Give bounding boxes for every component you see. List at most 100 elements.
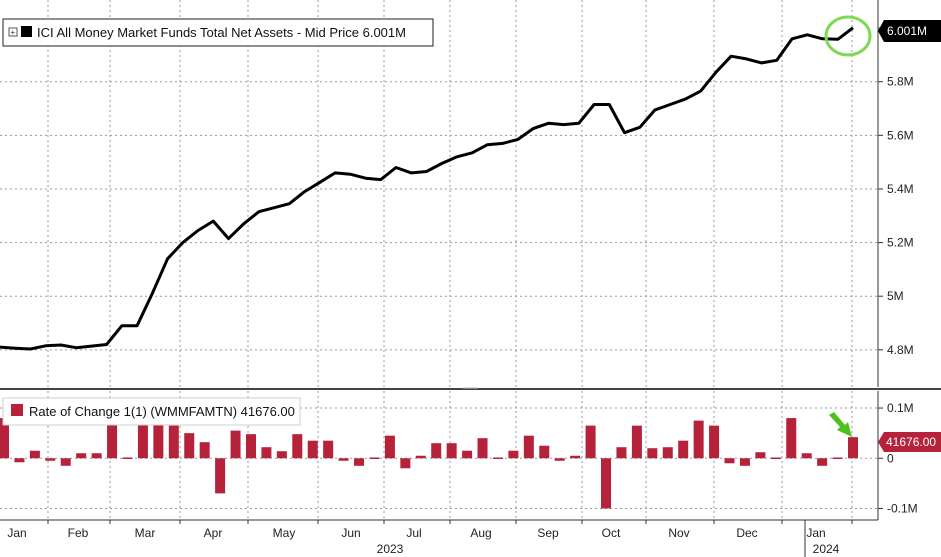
expand-icon-glyph: + [11,28,16,37]
bar [14,458,25,463]
bar [631,425,642,459]
legend-swatch-bar [11,404,23,416]
bar [122,457,133,460]
bar [678,440,689,459]
bottom-legend-text: Rate of Change 1(1) (WMMFAMTN) 41676.00 [29,404,295,419]
top-legend[interactable]: + ICI All Money Market Funds Total Net A… [2,18,434,47]
x-tick-label: Jan [7,526,26,540]
bar [184,433,195,459]
bottom-legend[interactable]: Rate of Change 1(1) (WMMFAMTN) 41676.00 [2,397,301,426]
last-value-top-text: 6.001M [887,24,927,38]
x-tick-label: Oct [602,526,621,540]
bar [369,457,380,460]
y-tick-label-bottom: 0 [887,451,894,465]
bar [616,447,627,459]
x-year-label: 2023 [377,542,404,556]
x-tick-label: May [273,526,296,540]
y-tick-label-top: 5.8M [887,75,914,89]
bar [508,450,519,459]
bar [554,458,565,461]
bar [647,448,658,459]
bar [153,420,164,459]
green-arrow-icon [829,412,852,437]
axis-layer: 4.8M 5M 5.2M 5.4M 5.6M 5.8M 0.1M 0 -0.1M Jan Feb Ma… [0,0,918,557]
last-value-label-top: 6.001M [878,20,941,42]
expand-icon[interactable] [8,27,18,37]
top-legend-text: ICI All Money Market Funds Total Net Ass… [37,25,406,40]
bar [662,447,673,459]
bar [323,440,334,459]
bar [91,453,102,459]
x-tick-label: Jun [341,526,360,540]
x-tick-label: Jul [406,526,421,540]
y-tick-label-top: 5M [887,289,904,303]
bar [770,457,781,460]
bar [230,430,241,459]
bar [60,458,71,466]
bar [601,458,612,509]
y-tick-label-bottom: -0.1M [887,501,918,515]
bar [137,420,148,459]
bar [354,458,365,466]
line-series-path [0,26,854,351]
bar [786,418,797,459]
bar [276,451,287,459]
x-tick-label: Jan [806,526,825,540]
bar [199,442,210,459]
bar [539,445,550,459]
bar [570,455,581,459]
bar [29,450,40,459]
bar [817,458,828,466]
x-tick-label: Feb [68,526,89,540]
bar [585,425,596,459]
grid-layer [0,0,878,518]
bar [431,443,442,459]
bar [0,418,9,459]
x-tick-label: Dec [736,526,757,540]
y-tick-label-bottom: 0.1M [887,401,914,415]
bar-series [0,418,858,509]
bar [832,457,843,460]
bar [261,447,272,459]
y-tick-label-top: 4.8M [887,343,914,357]
bar [107,420,118,459]
bar [76,453,87,459]
bar [245,434,256,459]
bar [755,452,766,459]
bar [446,443,457,459]
highlight-circle [824,15,872,57]
bar [492,457,503,460]
bar [848,437,858,459]
x-tick-label: Sep [537,526,559,540]
bar [709,425,720,459]
y-tick-label-top: 5.2M [887,236,914,250]
x-tick-label: Apr [204,526,223,540]
bar [384,435,395,459]
bar [462,450,473,459]
line-series [0,26,854,351]
last-value-label-bottom: 41676.00 [878,432,941,452]
bar [168,425,179,459]
bar [477,438,488,459]
y-tick-label-top: 5.6M [887,128,914,142]
x-year-label: 2024 [813,542,840,556]
bar [215,458,226,494]
bar [45,458,56,461]
x-tick-label: Mar [135,526,156,540]
bar [523,435,534,459]
bar [739,458,750,466]
x-tick-label: Nov [668,526,689,540]
x-tick-label: Aug [470,526,491,540]
bar [724,458,735,464]
y-tick-label-top: 5.4M [887,182,914,196]
bar [338,458,349,461]
bar [693,420,704,459]
bar [292,434,303,459]
last-value-bottom-text: 41676.00 [886,435,936,449]
bar [307,440,318,459]
legend-swatch-line [21,26,32,37]
bar [400,458,411,469]
bar [415,455,426,459]
bar [801,453,812,459]
